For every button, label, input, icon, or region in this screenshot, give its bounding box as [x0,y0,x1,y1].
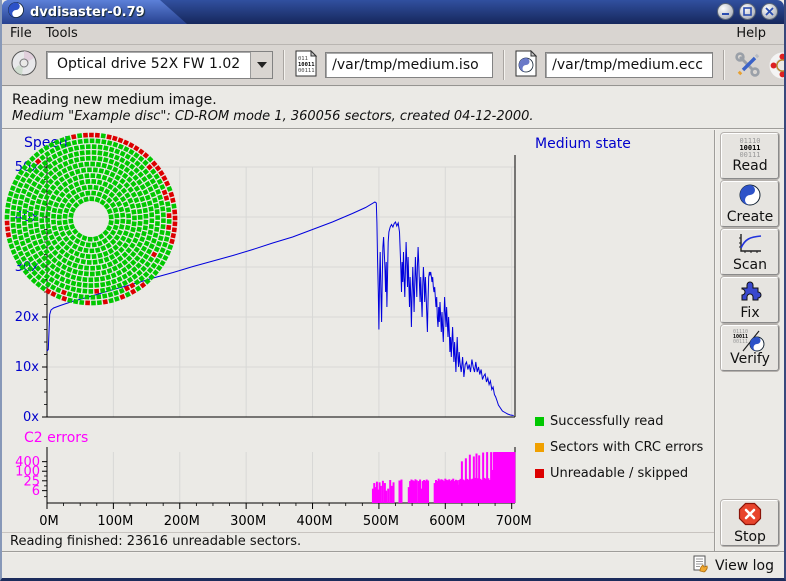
svg-text:300M: 300M [230,514,266,529]
stop-icon [738,502,762,530]
create-button[interactable]: Create [721,181,779,227]
legend-label: Sectors with CRC errors [550,440,704,455]
drive-select[interactable]: Optical drive 52X FW 1.02 [46,51,274,79]
menu-help[interactable]: Help [736,26,766,41]
action-panel: 01110 10011 00111 Read Create [714,130,784,551]
optical-disc-icon [10,49,38,81]
svg-text:400M: 400M [297,514,333,529]
read-icon: 01110 10011 00111 [739,137,761,159]
toolbar-separator [503,50,506,80]
title-tab: dvdisaster-0.79 [2,0,187,24]
svg-text:100: 100 [15,465,40,480]
verify-button[interactable]: 01110 10011 00111 Verify [721,325,779,371]
image-file-input[interactable] [325,52,494,78]
legend-swatch-red [535,469,544,478]
app-icon [8,2,24,22]
svg-text:600M: 600M [429,514,465,529]
footer-bar: View log [2,551,784,578]
svg-text:0M: 0M [39,514,59,529]
svg-text:6: 6 [32,484,40,499]
stop-button[interactable]: Stop [721,500,779,546]
help-lifebuoy-button[interactable] [769,50,784,80]
status-text: Reading finished: 23616 unreadable secto… [2,532,714,551]
ecc-file-icon [515,49,538,81]
svg-text:0x: 0x [23,410,39,425]
svg-text:C2 errors: C2 errors [24,430,88,446]
read-button[interactable]: 01110 10011 00111 Read [721,133,779,179]
menu-bar: File Tools Help [2,24,784,45]
scan-chart-icon [737,232,763,258]
svg-text:400: 400 [15,455,40,470]
svg-text:20x: 20x [15,310,40,325]
puzzle-piece-icon [738,280,762,306]
view-log-icon [692,555,710,577]
window-title: dvdisaster-0.79 [30,4,145,20]
drive-select-value: Optical drive 52X FW 1.02 [57,56,241,72]
verify-icon: 01110 10011 00111 [733,329,767,352]
svg-text:25: 25 [23,474,40,489]
heading-line2: Medium "Example disc": CD-ROM mode 1, 36… [12,109,534,124]
scan-button[interactable]: Scan [721,229,779,275]
legend-item: Successfully read [535,414,703,429]
legend-swatch-orange [535,443,544,452]
image-file-icon: 011 10011 00111 [295,49,318,81]
legend-item: Sectors with CRC errors [535,440,703,455]
heading-block: Reading new medium image. Medium "Exampl… [2,87,784,130]
medium-state-title: Medium state [535,136,631,152]
svg-text:100M: 100M [97,514,133,529]
svg-text:200M: 200M [164,514,200,529]
svg-text:10011: 10011 [298,62,315,68]
heading-line1: Reading new medium image. [12,92,217,108]
chart-region: 0x10x20x30x40x50xSpeedC2 errors400100256… [2,130,714,532]
svg-text:10x: 10x [15,360,40,375]
menu-tools[interactable]: Tools [45,26,78,41]
ecc-file-input[interactable] [545,52,714,78]
svg-text:500M: 500M [363,514,399,529]
view-log-button[interactable]: View log [692,555,774,577]
legend-swatch-green [535,417,544,426]
minimize-button[interactable] [717,3,734,20]
medium-state-legend: Successfully read Sectors with CRC error… [535,414,703,481]
svg-text:00111: 00111 [298,68,315,74]
title-bar[interactable]: dvdisaster-0.79 [2,0,784,24]
fix-button[interactable]: Fix [721,277,779,323]
menu-file[interactable]: File [10,26,32,41]
toolbar: Optical drive 52X FW 1.02 011 10011 0011… [2,45,784,87]
chevron-down-icon[interactable] [250,52,273,78]
legend-item: Unreadable / skipped [535,466,703,481]
yin-yang-icon [739,184,761,210]
svg-text:700M: 700M [496,514,532,529]
toolbar-separator [283,50,286,80]
preferences-button[interactable] [735,50,761,80]
toolbar-separator [723,50,726,80]
svg-text:011: 011 [298,56,308,62]
medium-state-disc [4,132,178,306]
speed-c2-chart: 0x10x20x30x40x50xSpeedC2 errors400100256… [15,135,532,529]
close-button[interactable] [761,3,778,20]
legend-label: Unreadable / skipped [550,466,689,481]
maximize-button[interactable] [739,3,756,20]
legend-label: Successfully read [550,414,664,429]
